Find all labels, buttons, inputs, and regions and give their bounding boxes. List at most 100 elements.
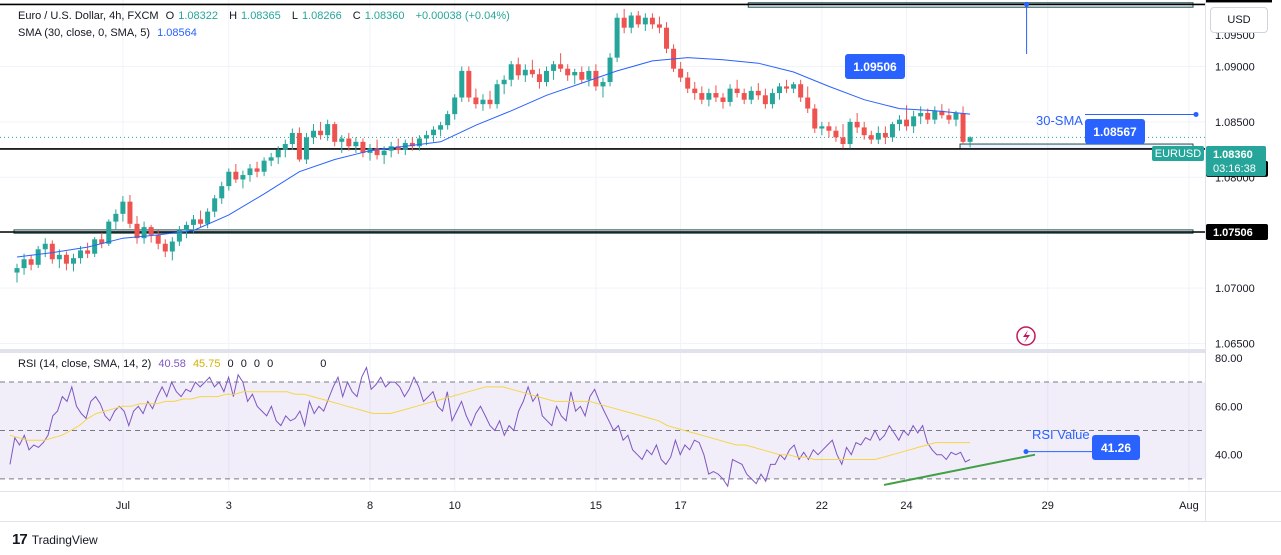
pane-separator[interactable] [0, 349, 1205, 353]
candle-body [254, 168, 260, 172]
candle-body [628, 15, 634, 28]
symbol-tag-label: EURUSD [1155, 148, 1202, 160]
candle-body [445, 114, 451, 126]
price-tick-label: 1.08500 [1215, 117, 1255, 129]
candle [346, 132, 352, 151]
rsi-tick-label: 40.00 [1215, 450, 1243, 462]
candle [692, 81, 698, 100]
candle-body [416, 138, 422, 147]
rsi-zero-1: 0 [227, 358, 234, 370]
tradingview-logo[interactable]: 17 TradingView [12, 531, 98, 548]
ohlc-close: C 1.08360 [352, 10, 405, 22]
candle-body [233, 171, 239, 180]
candle-body [925, 113, 931, 120]
candle [544, 66, 549, 87]
candle [565, 64, 571, 81]
time-axis-border [0, 491, 1281, 492]
candle-body [642, 17, 648, 25]
candle [113, 209, 119, 231]
candle-body [911, 116, 917, 127]
candle [897, 115, 902, 131]
candle-body [544, 70, 549, 82]
candle-body [374, 148, 380, 156]
callout-anchor-dot [1193, 111, 1199, 117]
candle-body [325, 124, 331, 136]
candle-body [85, 250, 91, 254]
candle-body [904, 119, 910, 127]
time-tick-label: 10 [449, 500, 461, 512]
candle [275, 146, 281, 164]
candle-body [536, 74, 542, 82]
candle-body [459, 70, 465, 98]
candle [233, 163, 239, 183]
candle [254, 161, 260, 178]
candle [438, 121, 444, 137]
candle [918, 106, 924, 125]
candle [875, 126, 881, 145]
candle-body [586, 70, 592, 80]
candle [14, 263, 20, 283]
candle [339, 135, 345, 153]
candle [628, 12, 634, 34]
candle-body [882, 132, 888, 138]
candle [367, 144, 373, 161]
candle-body [219, 186, 225, 199]
candle [219, 181, 225, 204]
candle [191, 214, 196, 233]
candle-body [49, 243, 55, 260]
candle [889, 121, 895, 142]
candle-body [346, 138, 352, 147]
candle [247, 163, 253, 182]
candle-body [784, 86, 790, 89]
rsi-line [9, 365, 971, 488]
candle-body [466, 70, 472, 98]
candle [353, 137, 359, 153]
candle-body [247, 168, 253, 176]
price-tick-label: 1.07000 [1215, 283, 1255, 295]
candle-body [353, 141, 359, 147]
candle-body [275, 149, 281, 158]
time-tick-label: 8 [367, 500, 373, 512]
rsi-annotation-text: RSI Value [1032, 427, 1090, 442]
candle [155, 230, 161, 250]
candle-body [311, 130, 317, 138]
candle [621, 8, 627, 34]
candle-body [960, 113, 966, 142]
candle [388, 141, 394, 158]
candle-body [35, 249, 41, 265]
candle [198, 210, 204, 228]
candle [826, 121, 832, 138]
candle [529, 59, 535, 78]
rsi-legend-value: 40.58 [158, 358, 186, 370]
rsi-tick-label: 60.00 [1215, 401, 1243, 413]
candle [303, 132, 309, 164]
currency-button[interactable]: USD [1210, 7, 1268, 33]
candle-body [854, 121, 860, 128]
ohlc-high: H 1.08365 [229, 10, 281, 22]
candle-body [897, 119, 902, 125]
sma-30-line [16, 57, 971, 258]
candle [35, 245, 41, 269]
candle-body [240, 175, 246, 180]
candle [169, 237, 175, 261]
candle [911, 110, 917, 133]
candle [21, 253, 27, 275]
price-tick-label-clipped: 1.09500 [1215, 30, 1255, 42]
brand-name: TradingView [31, 532, 98, 547]
candle-body [656, 24, 662, 28]
candle [784, 79, 790, 94]
lightning-bolt-icon [1023, 330, 1030, 343]
candle-body [635, 15, 641, 25]
candle-body [423, 135, 429, 139]
callout-label-1.08567: 1.08567 [1093, 125, 1137, 139]
candle [741, 88, 747, 105]
candle [713, 85, 719, 102]
time-tick-label: 15 [590, 500, 602, 512]
candle [148, 224, 154, 243]
candle-body [212, 198, 218, 212]
candle-body [473, 97, 479, 105]
candle [706, 88, 712, 107]
candle [678, 62, 684, 82]
